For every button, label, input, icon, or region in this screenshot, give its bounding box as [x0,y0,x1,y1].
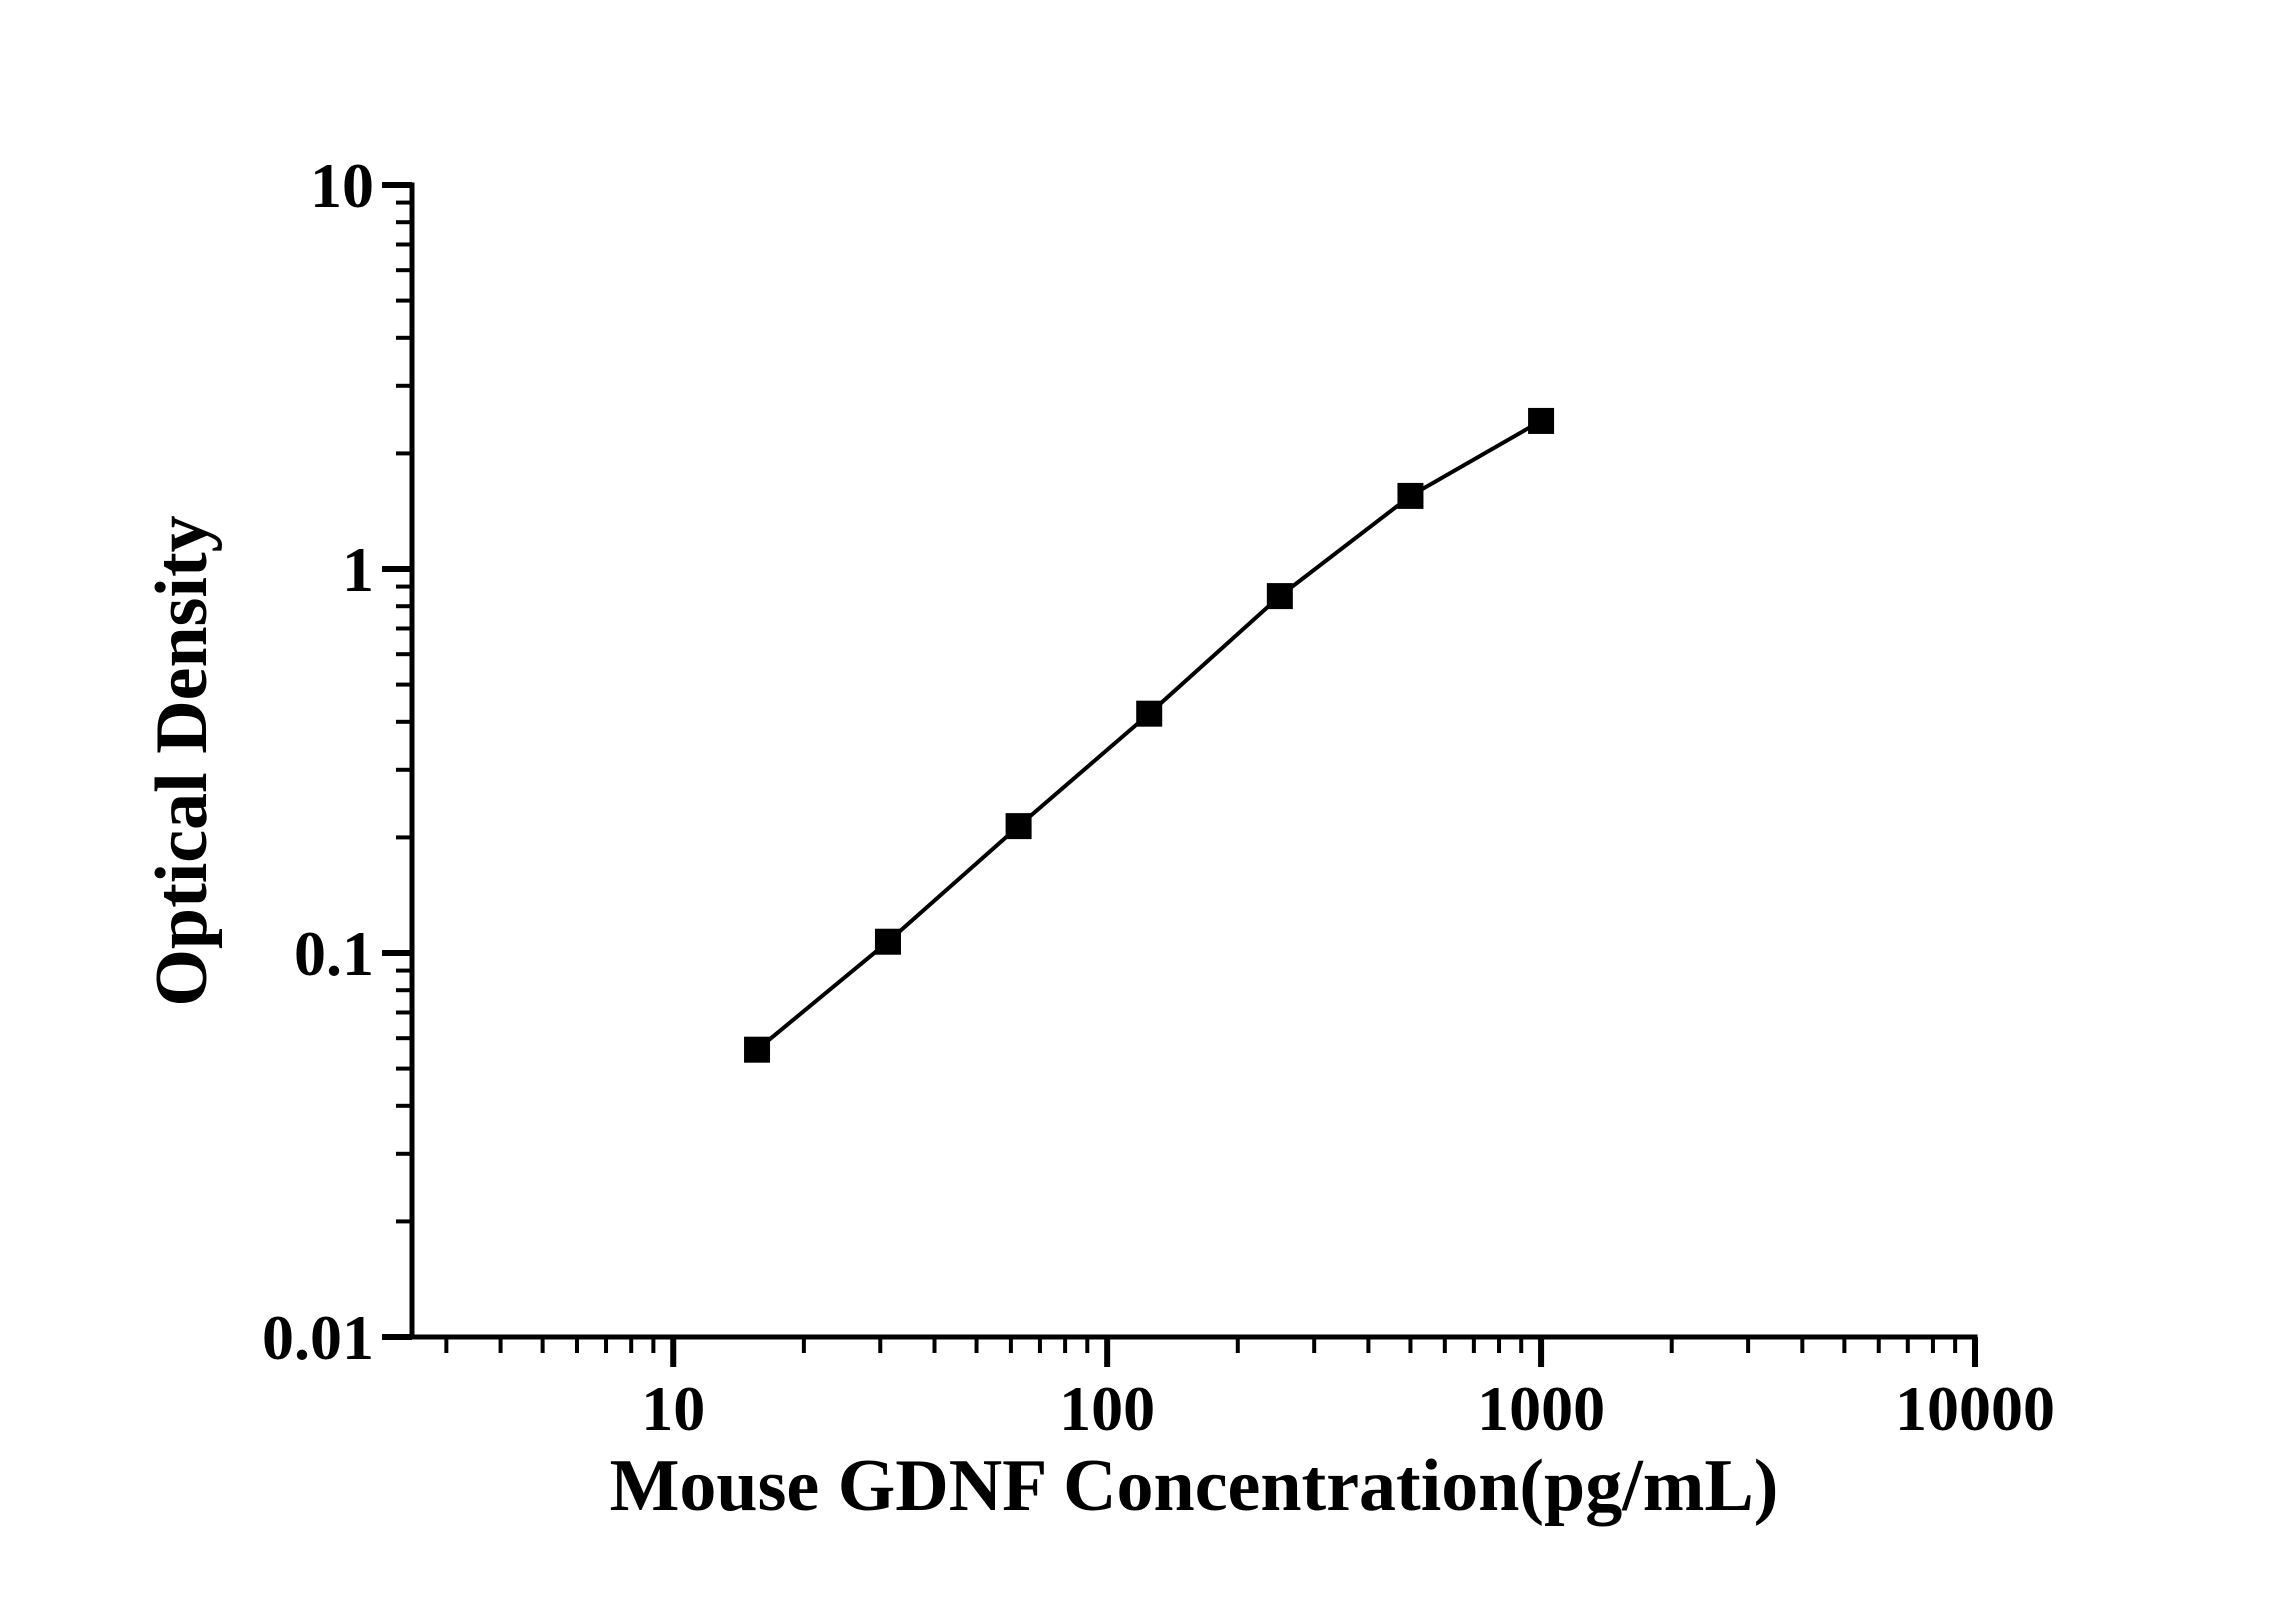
x-tick-label: 1000 [1477,1373,1605,1444]
data-point-marker [1397,482,1424,509]
axes-group [409,182,1978,1340]
tick-labels-group: 10 1 0.1 0.01 10 100 1000 10000 [262,150,2055,1444]
y-tick-label: 0.01 [262,1302,374,1373]
y-tick-label: 10 [310,150,374,221]
y-axis-title: Optical Density [141,515,223,1006]
data-point-marker [1136,700,1163,727]
data-point-marker [1528,407,1555,434]
y-tick-label: 1 [342,534,374,605]
x-axis-title: Mouse GDNF Concentration(pg/mL) [610,1445,1779,1527]
x-tick-label: 10000 [1895,1373,2055,1444]
x-tick-label: 10 [641,1373,705,1444]
series-group [744,407,1555,1063]
data-point-marker [1005,813,1032,840]
y-tick-label: 0.1 [294,918,374,989]
axis-frame [409,182,1978,1340]
ticks-group [382,182,1978,1367]
data-point-marker [744,1036,771,1063]
data-point-marker [1266,583,1293,610]
standard-curve-line [755,419,1543,1052]
x-tick-label: 100 [1059,1373,1155,1444]
data-point-marker [874,928,901,955]
